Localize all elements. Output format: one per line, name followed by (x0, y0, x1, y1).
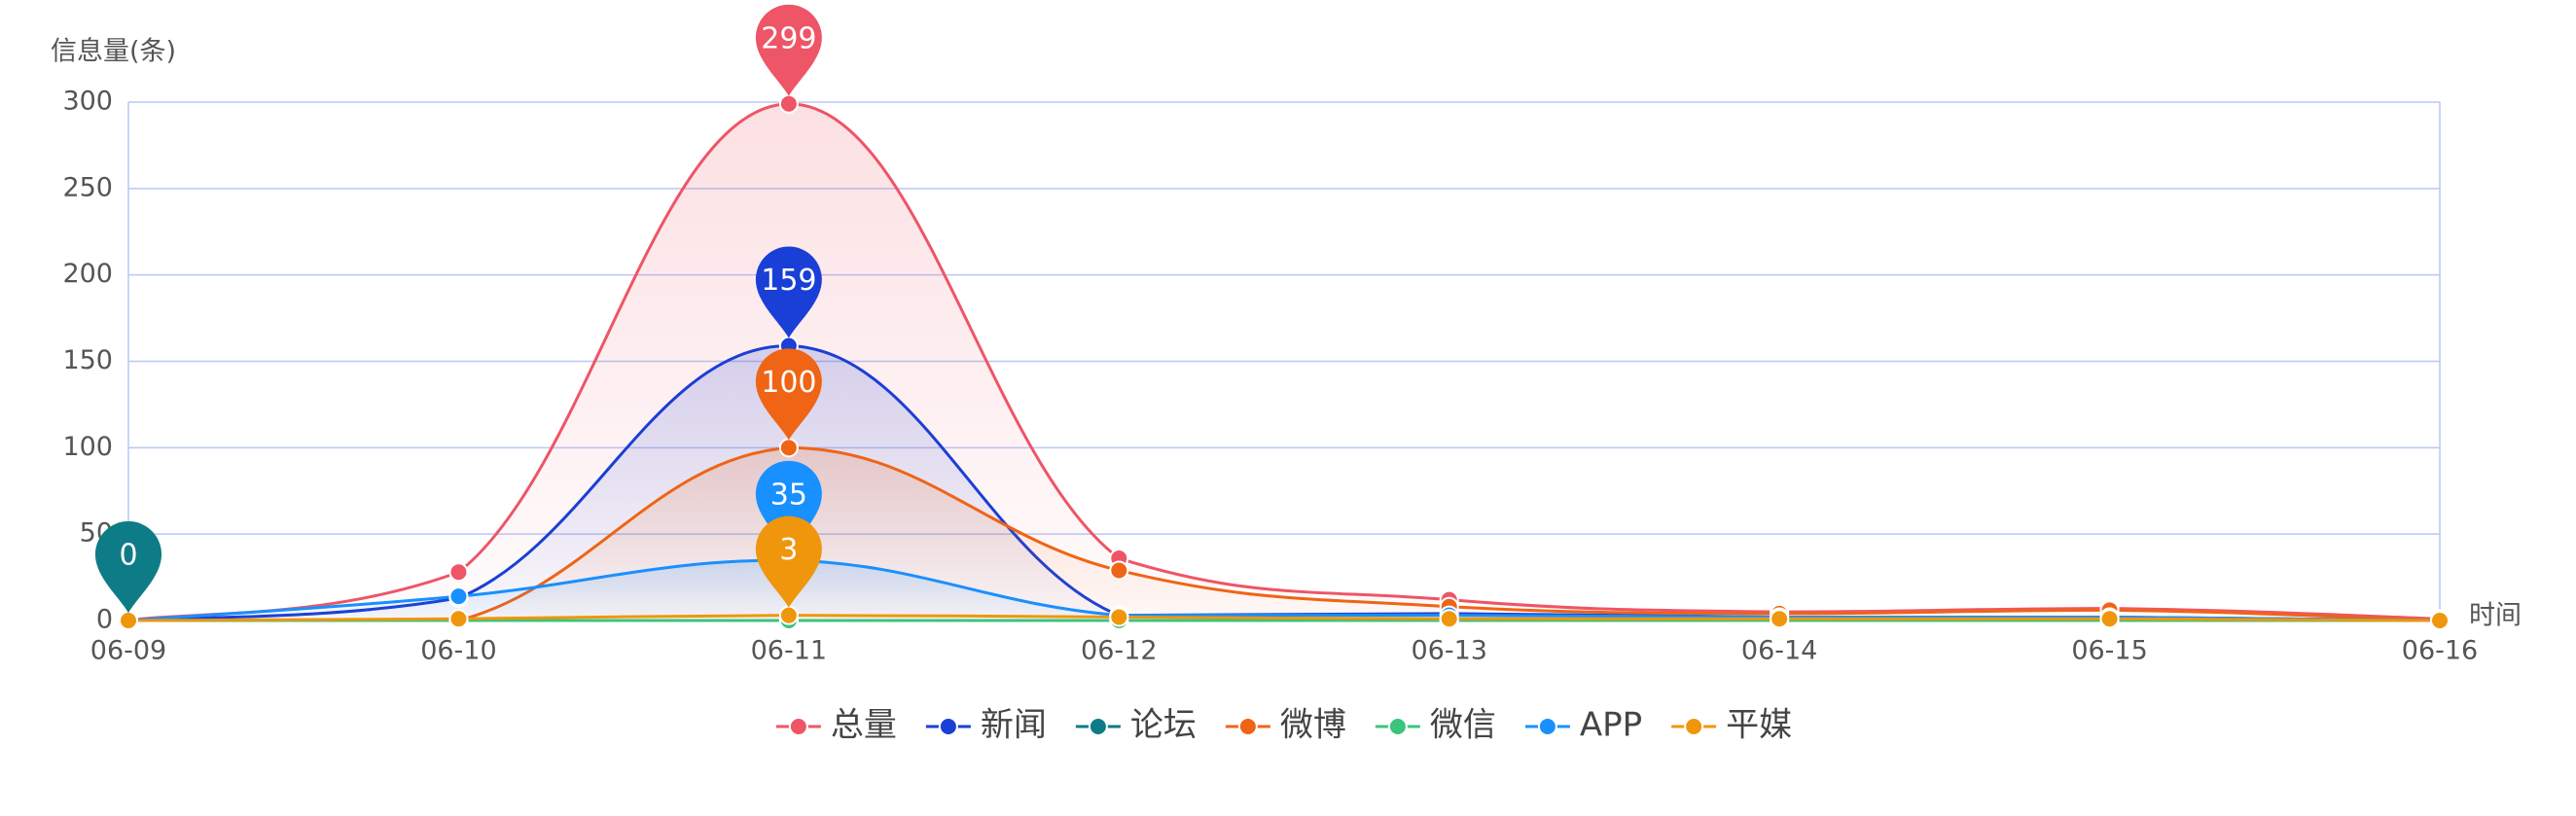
data-point (2099, 609, 2120, 629)
pin-shape (755, 246, 822, 338)
legend-label: 论坛 (1130, 706, 1197, 745)
pin-label: 100 (761, 366, 816, 400)
pin-label: 299 (761, 21, 816, 55)
x-tick-label: 06-12 (1081, 636, 1157, 666)
x-tick-label: 06-10 (420, 636, 496, 666)
pin-shape (755, 515, 822, 608)
y-tick-label: 250 (62, 172, 113, 202)
legend-label: 平媒 (1726, 706, 1792, 745)
legend-label: 新闻 (981, 706, 1047, 745)
pin-label: 35 (770, 478, 807, 512)
y-tick-label: 100 (62, 432, 113, 462)
legend: 总量 新闻 论坛 微博 微信 APP 平媒 (775, 706, 1792, 745)
data-point (778, 93, 799, 114)
x-tick-label: 06-09 (90, 636, 166, 666)
legend-label: 微信 (1430, 706, 1496, 745)
legend-marker (1387, 717, 1408, 736)
max-pin: 299 (755, 4, 822, 96)
y-axis-title: 信息量(条) (51, 37, 176, 67)
max-pin: 0 (95, 521, 161, 613)
data-point (2430, 611, 2450, 630)
legend-label: 总量 (831, 706, 897, 745)
legend-marker (938, 717, 958, 736)
x-tick-label: 06-16 (2402, 636, 2478, 666)
pin-shape (755, 348, 822, 441)
x-tick-label: 06-15 (2071, 636, 2147, 666)
data-point (778, 438, 799, 458)
y-tick-label: 200 (62, 259, 113, 289)
x-tick-label: 06-11 (751, 636, 827, 666)
y-tick-label: 0 (96, 605, 113, 635)
legend-marker (1237, 717, 1258, 736)
y-tick-label: 300 (62, 87, 113, 117)
max-pin: 100 (755, 348, 822, 441)
legend-label: APP (1580, 706, 1642, 745)
x-tick-label: 06-14 (1741, 636, 1817, 666)
legend-marker (1088, 717, 1108, 736)
max-pin: 3 (755, 515, 822, 608)
pin-label: 3 (779, 533, 798, 567)
pin-label: 159 (761, 264, 816, 298)
data-point (1770, 609, 1790, 629)
series-line (127, 558, 2441, 622)
data-point (778, 605, 799, 625)
series-area (128, 559, 2440, 621)
max-pin: 159 (755, 246, 822, 338)
data-point (1109, 607, 1129, 627)
data-point (448, 609, 469, 629)
pin-shape (755, 4, 822, 96)
data-point (448, 586, 469, 607)
data-point (1109, 560, 1129, 581)
pin-label: 0 (119, 539, 137, 573)
data-point (1439, 609, 1459, 629)
data-point (448, 562, 469, 583)
series-area (128, 103, 2440, 621)
x-tick-label: 06-13 (1411, 636, 1486, 666)
data-point (119, 611, 138, 630)
series-line (127, 102, 2441, 622)
series-line (127, 614, 2441, 622)
legend-marker (1684, 717, 1704, 736)
x-axis-title: 时间 (2469, 601, 2522, 631)
legend-label: 微博 (1280, 706, 1346, 745)
pin-shape (95, 521, 161, 613)
y-tick-label: 150 (62, 345, 113, 375)
legend-marker (1537, 717, 1557, 736)
legend-marker (788, 717, 808, 736)
